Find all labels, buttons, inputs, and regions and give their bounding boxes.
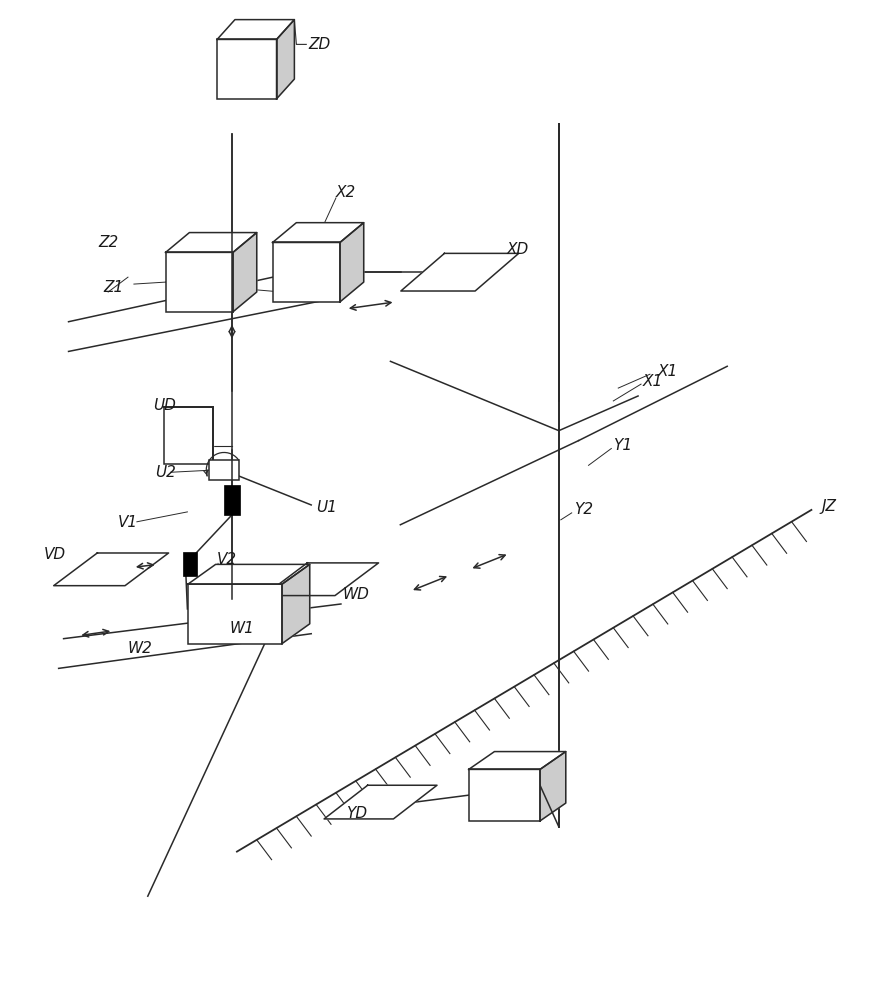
Text: YD: YD — [346, 806, 367, 821]
Polygon shape — [540, 752, 565, 821]
Polygon shape — [233, 233, 257, 312]
Text: VD: VD — [44, 547, 66, 562]
Bar — [217, 39, 276, 99]
Text: X1: X1 — [643, 374, 663, 389]
Polygon shape — [217, 20, 295, 39]
Polygon shape — [340, 223, 364, 302]
Text: W2: W2 — [128, 641, 153, 656]
Text: UD: UD — [153, 398, 176, 413]
Bar — [184, 552, 198, 576]
Polygon shape — [165, 233, 257, 252]
Text: Z1: Z1 — [103, 280, 123, 295]
Polygon shape — [401, 253, 518, 291]
Text: ZD: ZD — [309, 37, 330, 52]
Text: W1: W1 — [230, 621, 255, 636]
Polygon shape — [468, 752, 565, 769]
Text: WD: WD — [343, 587, 370, 602]
Bar — [468, 769, 540, 821]
Polygon shape — [264, 563, 378, 596]
Polygon shape — [324, 785, 437, 819]
Text: V2: V2 — [217, 552, 237, 567]
Polygon shape — [282, 564, 309, 644]
Text: Y1: Y1 — [614, 438, 633, 453]
Polygon shape — [276, 20, 295, 99]
Polygon shape — [273, 223, 364, 242]
Bar — [209, 460, 239, 480]
Text: U2: U2 — [155, 465, 176, 480]
Text: Z2: Z2 — [98, 235, 119, 250]
Bar — [165, 252, 233, 312]
Polygon shape — [188, 564, 309, 584]
Text: X2: X2 — [336, 185, 357, 200]
Text: V1: V1 — [118, 515, 138, 530]
Bar — [273, 242, 340, 302]
Bar — [224, 485, 239, 515]
Text: XD: XD — [506, 242, 529, 257]
Polygon shape — [53, 553, 169, 586]
Text: JZ: JZ — [822, 499, 836, 514]
Bar — [163, 407, 213, 464]
Text: U1: U1 — [316, 500, 337, 515]
Text: X1: X1 — [658, 364, 678, 379]
Text: Y2: Y2 — [573, 502, 593, 517]
Bar — [188, 584, 282, 644]
